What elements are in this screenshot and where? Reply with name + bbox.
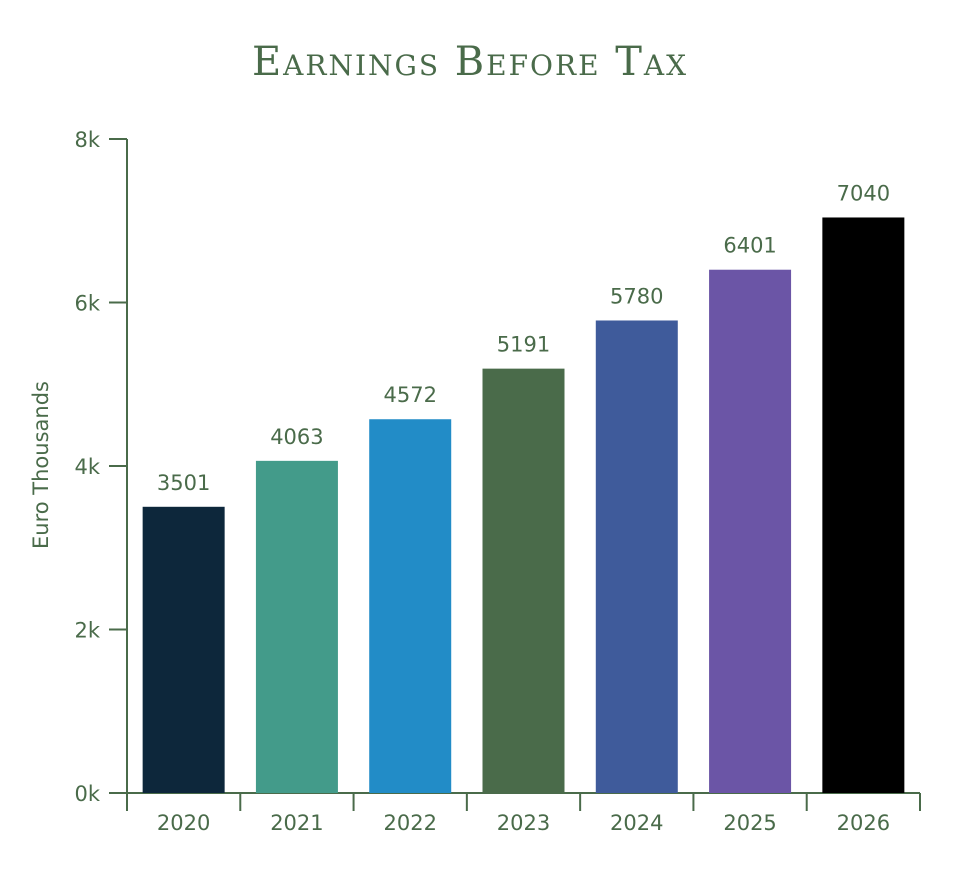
data-label: 5191 (497, 333, 550, 357)
y-tick-label: 4k (74, 455, 100, 479)
bars: 3501 2020 4063 2021 4572 2022 5191 2023 5780 2024… (142, 181, 905, 835)
y-tick-label: 0k (74, 782, 100, 806)
x-tick-label: 2021 (270, 811, 323, 835)
data-label: 7040 (837, 181, 890, 205)
data-label: 3501 (157, 471, 210, 495)
x-axis-ticks (126, 793, 921, 811)
x-tick-label: 2026 (837, 811, 890, 835)
data-label: 5780 (610, 284, 663, 308)
chart-title: Earnings Before Tax (252, 39, 688, 85)
x-tick-label: 2025 (723, 811, 776, 835)
x-tick-label: 2022 (383, 811, 436, 835)
data-label: 4572 (383, 383, 436, 407)
bar-2020 (142, 506, 225, 793)
y-tick-label: 8k (74, 128, 100, 152)
bar-2021 (255, 460, 338, 793)
bar-2025 (709, 269, 792, 793)
bar-2023 (482, 368, 565, 793)
y-tick-label: 6k (74, 292, 100, 316)
bar-2024 (595, 320, 678, 793)
y-tick-label: 2k (74, 619, 100, 643)
data-label: 4063 (270, 425, 323, 449)
x-tick-label: 2020 (157, 811, 210, 835)
y-axis-label: Euro Thousands (29, 381, 53, 549)
bar-2026 (822, 217, 905, 794)
x-tick-label: 2023 (497, 811, 550, 835)
y-axis-ticks: 0k 2k 4k 6k 8k (74, 128, 127, 806)
x-tick-label: 2024 (610, 811, 663, 835)
data-label: 6401 (723, 234, 776, 258)
bar-2022 (369, 419, 452, 793)
